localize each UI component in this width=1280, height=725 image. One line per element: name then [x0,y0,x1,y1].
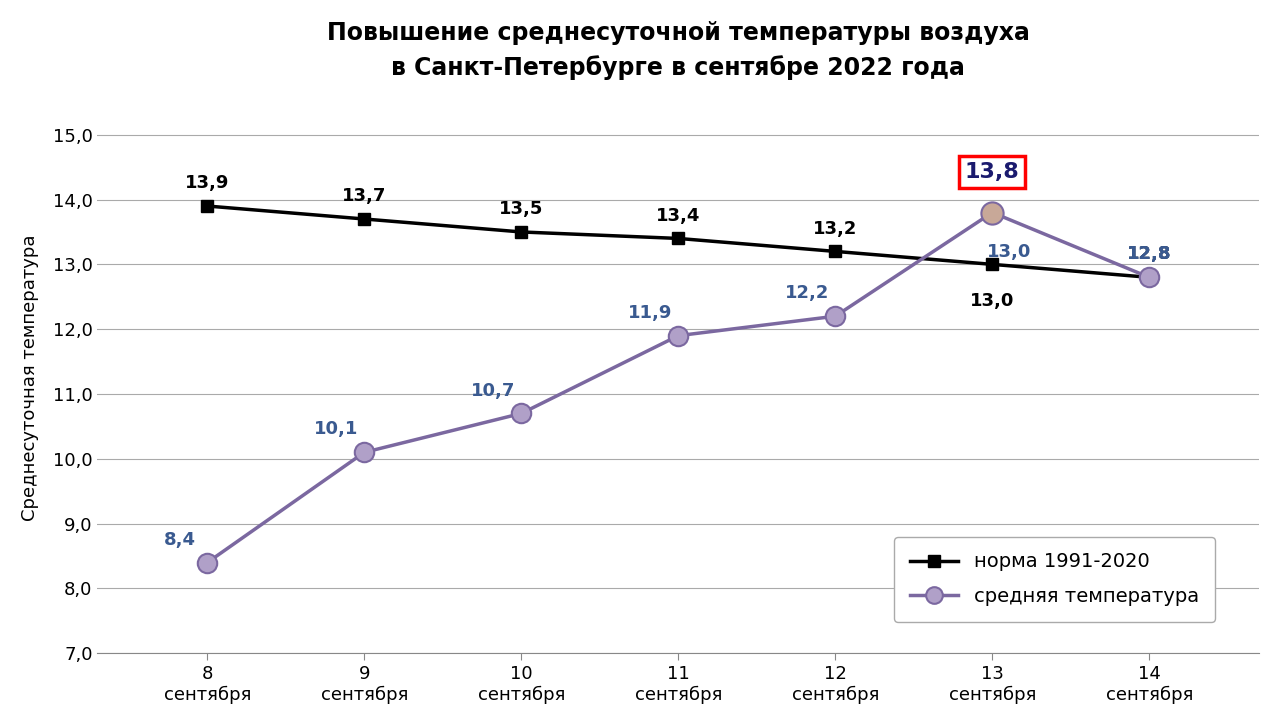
средняя температура [984,208,1000,217]
Text: 13,0: 13,0 [987,243,1032,261]
Text: 10,1: 10,1 [315,420,358,439]
средняя температура [1142,273,1157,282]
Text: 13,7: 13,7 [342,187,387,205]
Text: 12,8: 12,8 [1126,246,1171,263]
Text: 13,0: 13,0 [970,292,1015,310]
Text: 8,4: 8,4 [164,531,196,549]
норма 1991-2020 [828,247,844,256]
норма 1991-2020 [984,260,1000,269]
Text: 11,9: 11,9 [628,304,673,322]
норма 1991-2020 [1142,273,1157,282]
Text: 13,2: 13,2 [813,220,858,238]
средняя температура [200,558,215,567]
Text: 13,9: 13,9 [186,174,229,192]
Text: 10,7: 10,7 [471,381,516,399]
норма 1991-2020 [357,215,372,223]
Text: 13,4: 13,4 [657,207,700,225]
Line: средняя температура: средняя температура [197,203,1158,572]
норма 1991-2020 [671,234,686,243]
Y-axis label: Среднесуточная температура: Среднесуточная температура [20,235,38,521]
Text: 12,2: 12,2 [786,284,829,302]
средняя температура [357,448,372,457]
Text: 13,8: 13,8 [965,162,1020,182]
средняя температура [513,409,529,418]
средняя температура [828,312,844,320]
норма 1991-2020 [200,202,215,210]
Text: 12,8: 12,8 [1126,246,1171,263]
Text: 12,8: 12,8 [1126,246,1171,263]
Line: норма 1991-2020: норма 1991-2020 [201,200,1156,283]
средняя температура [671,331,686,340]
Title: Повышение среднесуточной температуры воздуха
в Санкт-Петербурге в сентябре 2022 : Повышение среднесуточной температуры воз… [326,21,1029,80]
Text: 13,5: 13,5 [499,200,544,218]
норма 1991-2020 [513,228,529,236]
Legend: норма 1991-2020, средняя температура: норма 1991-2020, средняя температура [895,536,1215,621]
